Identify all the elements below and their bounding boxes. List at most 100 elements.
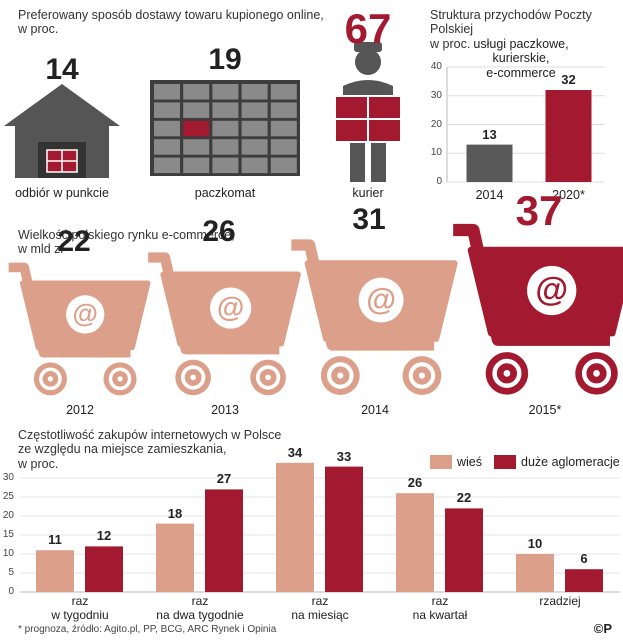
locker-cell — [241, 120, 268, 137]
legend-label: duże aglomeracje — [521, 455, 620, 469]
bar — [85, 546, 123, 592]
wheel-hub — [265, 374, 271, 381]
locker-cell — [212, 139, 239, 155]
value-label: 13 — [482, 126, 497, 142]
head — [355, 49, 381, 75]
bar — [466, 144, 513, 182]
locker-cell — [212, 120, 239, 137]
y-tick-label: 20 — [2, 510, 14, 521]
chart-title: Częstotliwość zakupów internetowych w Po… — [18, 428, 282, 471]
wheel-ring — [581, 358, 612, 388]
value-label: 37 — [515, 187, 563, 234]
wheel-ring — [180, 365, 206, 390]
cart: @ — [148, 252, 301, 396]
locker-cell — [183, 139, 210, 155]
value-label: 67 — [344, 5, 392, 52]
chart-subtitle: usługi paczkowe, kurierskie, e-commerce — [473, 37, 569, 80]
x-tick-label: 2014 — [361, 403, 389, 417]
y-tick-label: 0 — [436, 176, 442, 187]
locker-cell — [154, 102, 180, 118]
wheel-hub — [117, 376, 123, 382]
bar — [545, 90, 592, 182]
y-tick-label: 30 — [2, 472, 14, 483]
x-tick-label: raz na dwa tygodnie — [156, 594, 244, 622]
parcel-lines — [47, 150, 77, 172]
value-label: 33 — [336, 448, 352, 464]
at-bg — [527, 265, 577, 316]
category-label: odbiór w punkcie — [15, 186, 109, 200]
bar — [565, 569, 603, 592]
value-label: 12 — [96, 528, 112, 544]
bar — [396, 493, 434, 592]
roof — [4, 84, 120, 126]
locker-cell — [183, 84, 210, 100]
wheel-hub — [47, 376, 54, 382]
locker-cell — [183, 102, 210, 118]
y-tick-label: 40 — [430, 61, 442, 72]
x-tick-label: 2012 — [66, 403, 94, 417]
at-sign: @ — [366, 282, 396, 316]
at-sign: @ — [72, 298, 97, 328]
footnote: * prognoza, źródło: Agito.pl, PP, BCG, A… — [18, 624, 277, 635]
wheel-hub — [190, 374, 196, 381]
value-label: 34 — [287, 444, 303, 460]
x-tick-label: raz na kwartał — [412, 594, 468, 622]
locker-cell — [212, 102, 239, 118]
value-label: 22 — [57, 225, 91, 259]
bar — [36, 550, 74, 592]
at-bg — [358, 277, 404, 323]
x-tick-label: 2015* — [528, 403, 562, 417]
x-tick-label: rzadziej — [539, 594, 581, 608]
cap — [354, 42, 382, 52]
x-tick-label: raz w tygodniu — [51, 594, 109, 622]
y-tick-label: 10 — [430, 147, 442, 159]
locker-cell — [270, 139, 297, 155]
bar — [516, 554, 554, 592]
wheel-hub — [593, 370, 600, 377]
y-tick-label: 5 — [8, 567, 14, 578]
value-label: 31 — [352, 202, 386, 236]
cart: @ — [291, 239, 458, 395]
x-tick-label: 2020* — [552, 188, 585, 202]
wheel-ring — [39, 367, 62, 391]
wheel-ring — [255, 365, 281, 390]
value-label: 10 — [527, 536, 543, 551]
locker-cell — [154, 84, 180, 100]
wheel-ring — [408, 362, 436, 389]
locker-cell — [270, 157, 297, 174]
wheel-hub — [503, 370, 511, 377]
locker-cell — [270, 84, 297, 100]
legend-swatch — [494, 455, 516, 469]
y-tick-label: 25 — [2, 491, 14, 502]
bar — [325, 466, 363, 592]
bar — [276, 462, 314, 592]
icon — [334, 42, 402, 182]
category-label: kurier — [352, 186, 384, 200]
locker-cell — [270, 120, 297, 137]
x-tick-label: 2014 — [475, 188, 504, 202]
locker-cell — [241, 102, 268, 118]
wheel-ring — [108, 367, 132, 391]
at-bg — [210, 287, 252, 329]
y-tick-label: 15 — [2, 529, 14, 540]
locker-cell — [241, 139, 268, 155]
locker-cell — [183, 157, 210, 174]
bar — [205, 489, 243, 592]
value-label: 14 — [45, 53, 79, 86]
category-label: paczkomat — [194, 186, 256, 200]
wheel-ring — [327, 362, 354, 389]
wheel-hub — [337, 372, 344, 379]
value-label: 26 — [407, 475, 423, 491]
wheel-ring — [492, 358, 522, 388]
chart-title: Wielkość polskiego rynku e-commerce, w m… — [18, 228, 235, 257]
x-tick-label: raz na miesiąc — [291, 594, 349, 622]
chart-title: Preferowany sposób dostawy towaru kupion… — [18, 8, 324, 37]
at-sign: @ — [535, 272, 568, 309]
icon — [150, 80, 300, 176]
bar — [156, 523, 194, 592]
locker-cell — [241, 84, 268, 100]
locker-cell — [270, 102, 297, 118]
chart-title: Struktura przychodów Poczty Polskiej w p… — [430, 8, 592, 51]
